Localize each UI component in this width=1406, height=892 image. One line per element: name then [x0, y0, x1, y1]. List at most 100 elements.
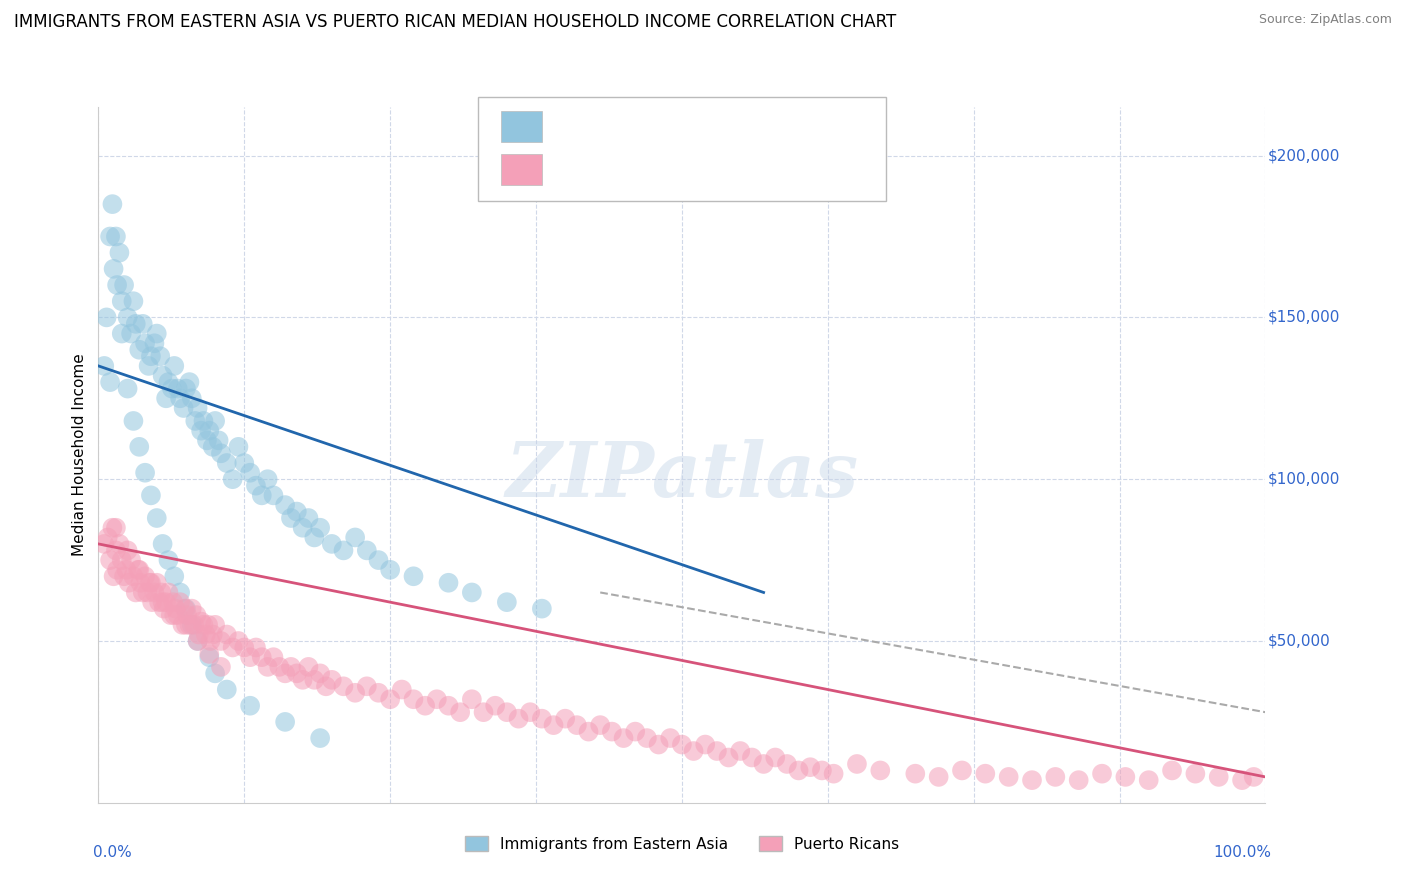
- Point: [204, 666, 226, 681]
- Point: [280, 660, 302, 674]
- Point: [250, 650, 273, 665]
- Point: [149, 349, 172, 363]
- Point: [198, 647, 221, 661]
- Point: [117, 382, 139, 396]
- Point: [846, 756, 869, 771]
- Point: [233, 640, 256, 655]
- Point: [146, 326, 169, 341]
- Point: [187, 634, 209, 648]
- Point: [1161, 764, 1184, 778]
- Point: [166, 382, 188, 396]
- Point: [148, 595, 170, 609]
- Point: [741, 750, 763, 764]
- Point: [139, 575, 162, 590]
- Point: [157, 585, 180, 599]
- Point: [125, 317, 148, 331]
- Point: [221, 472, 243, 486]
- Point: [554, 712, 576, 726]
- Point: [93, 537, 115, 551]
- Point: [128, 440, 150, 454]
- Point: [380, 563, 402, 577]
- Text: 91: 91: [769, 118, 799, 136]
- Point: [146, 511, 169, 525]
- FancyBboxPatch shape: [501, 154, 541, 186]
- Point: [195, 434, 218, 448]
- Point: [659, 731, 682, 745]
- Text: $50,000: $50,000: [1268, 633, 1330, 648]
- Point: [157, 553, 180, 567]
- Point: [695, 738, 717, 752]
- Point: [496, 595, 519, 609]
- Point: [274, 714, 297, 729]
- Point: [519, 705, 541, 719]
- FancyBboxPatch shape: [478, 96, 886, 201]
- Point: [180, 617, 202, 632]
- Point: [120, 326, 142, 341]
- Point: [682, 744, 704, 758]
- Point: [437, 575, 460, 590]
- Point: [239, 698, 262, 713]
- Point: [120, 553, 142, 567]
- Point: [250, 488, 273, 502]
- Point: [184, 414, 207, 428]
- Point: [180, 601, 202, 615]
- Point: [671, 738, 693, 752]
- Point: [228, 634, 250, 648]
- Point: [209, 660, 232, 674]
- Text: IMMIGRANTS FROM EASTERN ASIA VS PUERTO RICAN MEDIAN HOUSEHOLD INCOME CORRELATION: IMMIGRANTS FROM EASTERN ASIA VS PUERTO R…: [14, 13, 896, 31]
- Point: [1045, 770, 1067, 784]
- Point: [117, 543, 139, 558]
- Point: [647, 738, 669, 752]
- Legend: Immigrants from Eastern Asia, Puerto Ricans: Immigrants from Eastern Asia, Puerto Ric…: [458, 830, 905, 858]
- Point: [201, 440, 224, 454]
- Point: [152, 368, 174, 383]
- Point: [179, 375, 201, 389]
- Point: [600, 724, 623, 739]
- Point: [262, 650, 284, 665]
- Point: [183, 617, 205, 632]
- Point: [1091, 766, 1114, 780]
- Point: [117, 310, 139, 325]
- Point: [174, 617, 197, 632]
- Point: [98, 375, 121, 389]
- Point: [367, 686, 389, 700]
- Point: [636, 731, 658, 745]
- Point: [207, 434, 229, 448]
- Point: [543, 718, 565, 732]
- Point: [127, 563, 149, 577]
- Point: [125, 585, 148, 599]
- Point: [215, 682, 238, 697]
- Point: [162, 595, 184, 609]
- Point: [402, 569, 425, 583]
- Text: $100,000: $100,000: [1268, 472, 1340, 487]
- Point: [245, 640, 267, 655]
- Point: [315, 679, 337, 693]
- Point: [179, 617, 201, 632]
- Point: [193, 414, 215, 428]
- Point: [96, 310, 118, 325]
- Point: [143, 585, 166, 599]
- Point: [297, 660, 319, 674]
- Point: [146, 575, 169, 590]
- Point: [309, 521, 332, 535]
- Point: [776, 756, 799, 771]
- Point: [256, 472, 278, 486]
- Point: [274, 666, 297, 681]
- Point: [174, 382, 197, 396]
- Point: [1137, 773, 1160, 788]
- Point: [193, 617, 215, 632]
- Point: [152, 595, 174, 609]
- Text: ZIPatlas: ZIPatlas: [505, 439, 859, 513]
- Point: [163, 569, 186, 583]
- Point: [256, 660, 278, 674]
- Point: [304, 673, 326, 687]
- Point: [426, 692, 449, 706]
- Point: [1208, 770, 1230, 784]
- Point: [198, 650, 221, 665]
- Text: R =: R =: [554, 118, 589, 136]
- Point: [297, 511, 319, 525]
- Point: [262, 488, 284, 502]
- Point: [112, 278, 135, 293]
- Point: [209, 634, 232, 648]
- Point: [155, 595, 177, 609]
